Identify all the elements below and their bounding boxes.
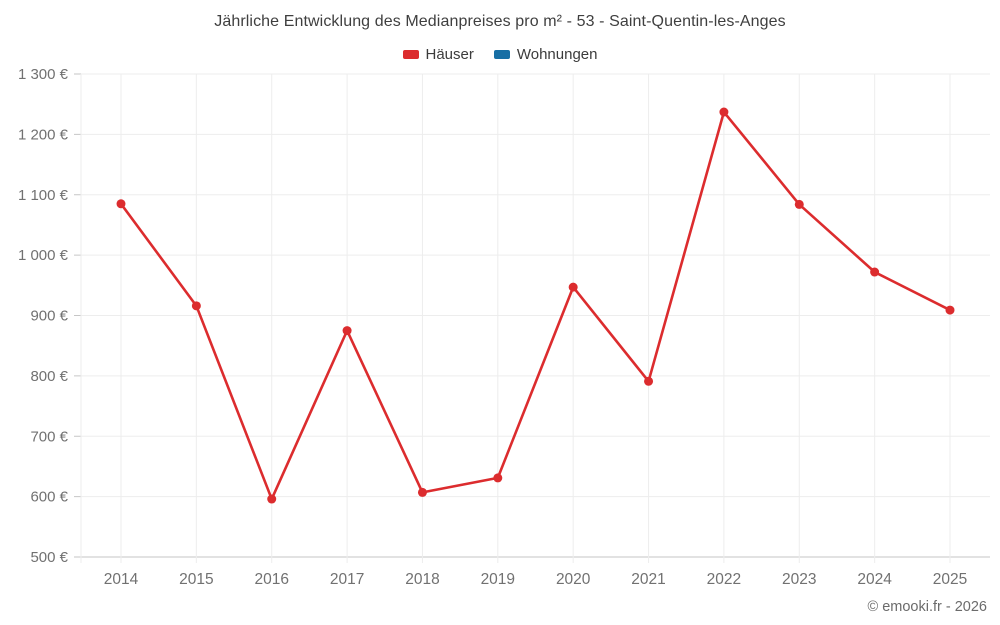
x-axis-label: 2017 — [330, 571, 364, 588]
data-point-2024[interactable]: Häuser 2024: 972 € — [870, 267, 880, 277]
x-axis-label: 2023 — [782, 571, 816, 588]
chart-title: Jährliche Entwicklung des Medianpreises … — [214, 13, 786, 30]
x-axis-label: 2018 — [405, 571, 439, 588]
legend-swatch-icon — [493, 49, 510, 59]
data-point-2016[interactable]: Häuser 2016: 596 € — [267, 494, 277, 504]
x-axis-label: 2025 — [933, 571, 967, 588]
x-axis-label: 2014 — [104, 571, 139, 588]
data-point-2022[interactable]: Häuser 2022: 1 237 € — [719, 107, 729, 117]
data-point-2015[interactable]: Häuser 2015: 916 € — [191, 301, 201, 311]
legend-item-wohnungen[interactable]: Wohnungen — [493, 45, 598, 63]
x-axis-label: 2022 — [707, 571, 741, 588]
x-axis-label: 2019 — [481, 571, 515, 588]
x-axis-label: 2021 — [631, 571, 665, 588]
x-axis-label: 2016 — [254, 571, 288, 588]
data-point-2023[interactable]: Häuser 2023: 1 084 € — [794, 199, 804, 209]
legend-item-label: Häuser — [425, 45, 474, 63]
data-point-2019[interactable]: Häuser 2019: 631 € — [493, 473, 503, 483]
data-point-2014[interactable]: Häuser 2014: 1 085 € — [116, 199, 126, 209]
y-axis-label: 600 € — [30, 489, 68, 506]
data-point-2020[interactable]: Häuser 2020: 947 € — [568, 282, 578, 292]
copyright-credit: © emooki.fr - 2026 — [867, 599, 987, 615]
x-axis-label: 2020 — [556, 571, 591, 588]
data-point-2021[interactable]: Häuser 2021: 791 € — [644, 376, 654, 386]
legend-item-label: Wohnungen — [516, 45, 598, 63]
y-axis-label: 1 200 € — [18, 126, 69, 143]
y-axis-label: 500 € — [30, 549, 68, 566]
legend-swatch-icon — [402, 49, 419, 59]
y-axis-label: 900 € — [30, 308, 68, 325]
y-axis-label: 800 € — [30, 368, 68, 385]
legend: Häuser Wohnungen — [0, 45, 1000, 63]
x-axis-label: 2024 — [857, 571, 892, 588]
y-axis-label: 1 300 € — [18, 66, 69, 83]
y-axis-label: 700 € — [30, 428, 68, 445]
y-axis-label: 1 100 € — [18, 187, 69, 204]
series-line-hauser — [119, 110, 952, 501]
data-point-2025[interactable]: Häuser 2025: 909 € — [945, 305, 955, 315]
x-axis-label: 2015 — [179, 571, 213, 588]
data-point-2017[interactable]: Häuser 2017: 875 € — [342, 326, 352, 336]
data-point-2018[interactable]: Häuser 2018: 607 € — [417, 487, 427, 497]
legend-item-hauser[interactable]: Häuser — [402, 45, 474, 63]
y-axis-label: 1 000 € — [18, 247, 69, 264]
